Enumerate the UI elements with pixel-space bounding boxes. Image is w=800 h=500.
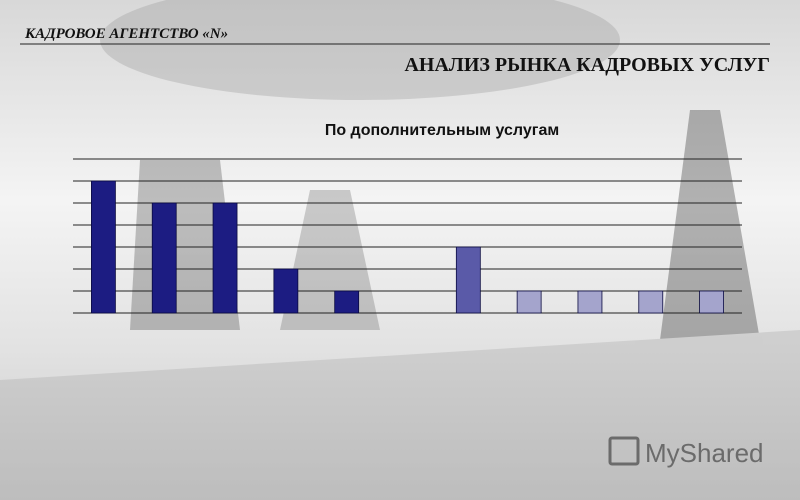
bar [638, 290, 664, 314]
bar [455, 246, 481, 314]
slide-title: АНАЛИЗ РЫНКА КАДРОВЫХ УСЛУГ [404, 54, 770, 76]
bar [699, 290, 724, 314]
agency-name: КАДРОВОЕ АГЕНТСТВО «N» [24, 26, 228, 42]
bar [212, 202, 238, 314]
bar [151, 202, 177, 314]
bar [273, 268, 299, 314]
chart-title: По дополнительным услугам [325, 122, 559, 139]
bar [91, 180, 116, 314]
bar [516, 290, 542, 314]
watermark-text: MyShared [645, 438, 764, 468]
bar [334, 290, 360, 314]
watermark: MyShared [608, 436, 764, 468]
bar [577, 290, 603, 314]
